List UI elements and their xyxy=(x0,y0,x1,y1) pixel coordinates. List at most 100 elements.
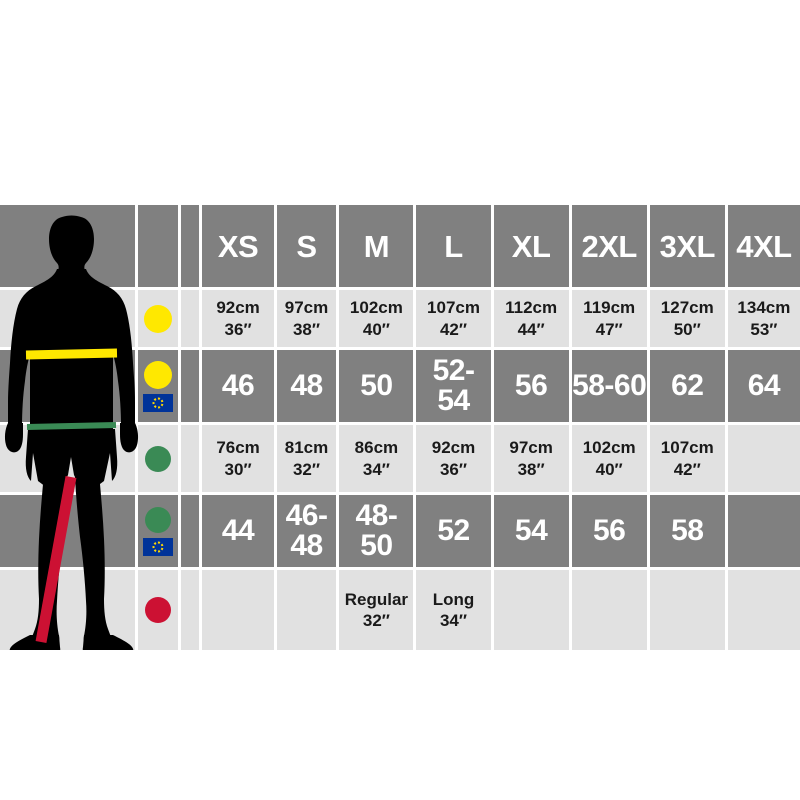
cell-value: Regular xyxy=(344,589,409,609)
cell-value: 52 xyxy=(437,514,470,547)
cell-value: 46-48 xyxy=(285,499,328,562)
cell-value: 86cm xyxy=(354,438,399,458)
column-header-4xl: 4XL xyxy=(727,205,800,287)
spacer-cell xyxy=(181,350,203,422)
column-header-label: 4XL xyxy=(736,228,792,264)
figure-column-cell xyxy=(0,350,138,422)
cell-value-inches: 50″ xyxy=(673,319,701,339)
table-cell: 52-54 xyxy=(416,350,494,422)
table-header-row: XS S M L XL 2XL 3XL 4XL xyxy=(0,205,800,287)
chest-eu-marker-cell xyxy=(137,350,182,422)
cell-value-inches: 38″ xyxy=(517,459,545,479)
cell-value-inches: 47″ xyxy=(595,319,623,339)
cell-value-inches: 34″ xyxy=(439,611,468,630)
yellow-dot-icon xyxy=(143,360,172,389)
spacer-cell xyxy=(181,495,203,567)
cell-value: 107cm xyxy=(427,298,480,318)
column-header-label: 3XL xyxy=(659,228,716,264)
table-row: 44 46-48 48-50 52 54 56 58 xyxy=(0,495,800,567)
cell-value: 119cm xyxy=(583,298,636,318)
table-row: 46 48 50 52-54 56 58-60 62 64 xyxy=(0,350,800,422)
column-header-m: M xyxy=(339,205,417,287)
column-header-label: S xyxy=(296,228,317,264)
table-cell: 48-50 xyxy=(339,495,417,567)
cell-value: 76cm xyxy=(216,438,260,458)
cell-value: 44 xyxy=(221,514,255,547)
column-header-label: M xyxy=(363,228,390,264)
table-row: Regular 32″ Long 34″ xyxy=(0,570,800,650)
cell-value: 112cm xyxy=(505,298,558,318)
table-cell: 97cm 38″ xyxy=(276,290,340,347)
cell-value: 64 xyxy=(747,369,781,402)
cell-value: 52-54 xyxy=(432,354,475,417)
table-cell xyxy=(202,570,277,650)
table-cell: 112cm 44″ xyxy=(493,290,572,347)
table-cell xyxy=(727,570,800,650)
table-cell: 119cm 47″ xyxy=(571,290,650,347)
column-header-label: L xyxy=(444,228,463,264)
red-dot-icon xyxy=(144,597,171,623)
chest-marker-cell xyxy=(137,290,182,347)
table-cell: 52 xyxy=(416,495,494,567)
cell-value-inches: 40″ xyxy=(362,319,390,339)
spacer-cell xyxy=(181,570,203,650)
cell-value: 92cm xyxy=(431,438,476,458)
cell-value-inches: 32″ xyxy=(362,611,390,630)
spacer-cell xyxy=(181,425,203,492)
table-cell: 92cm 36″ xyxy=(416,425,494,492)
spacer-cell xyxy=(181,290,203,347)
figure-column-cell xyxy=(0,290,138,347)
table-cell: 44 xyxy=(202,495,277,567)
cell-value: 58-60 xyxy=(572,369,647,402)
leg-marker-cell xyxy=(137,570,182,650)
waist-eu-marker-cell xyxy=(137,495,182,567)
cell-value-inches: 32″ xyxy=(292,459,321,479)
cell-value-inches: 36″ xyxy=(439,459,468,479)
cell-value: 102cm xyxy=(582,438,636,458)
yellow-dot-icon xyxy=(143,304,172,333)
cell-value: 102cm xyxy=(349,298,403,318)
figure-column-header xyxy=(0,205,138,287)
eu-flag-icon xyxy=(142,393,173,412)
cell-value: 48 xyxy=(290,369,323,402)
waist-marker-cell xyxy=(137,425,182,492)
cell-value-inches: 36″ xyxy=(224,319,252,339)
cell-value: 50 xyxy=(360,369,393,402)
table-cell: 102cm 40″ xyxy=(571,425,650,492)
cell-value-inches: 40″ xyxy=(595,459,623,479)
table-cell xyxy=(276,570,340,650)
size-chart-table: XS S M L XL 2XL 3XL 4XL 92cm 36″ 97cm 38″ … xyxy=(0,205,800,650)
column-header-l: L xyxy=(416,205,494,287)
cell-value-inches: 42″ xyxy=(439,319,468,339)
table-cell xyxy=(727,425,800,492)
column-header-label: 2XL xyxy=(581,228,638,264)
table-cell: 127cm 50″ xyxy=(649,290,728,347)
table-cell: 86cm 34″ xyxy=(339,425,417,492)
cell-value-inches: 53″ xyxy=(750,319,778,339)
cell-value-inches: 30″ xyxy=(224,459,252,479)
column-header-3xl: 3XL xyxy=(649,205,728,287)
table-cell: 81cm 32″ xyxy=(276,425,340,492)
cell-value: 56 xyxy=(514,369,548,402)
cell-value: 58 xyxy=(671,514,704,547)
cell-value: 48-50 xyxy=(355,499,398,562)
table-cell: 92cm 36″ xyxy=(202,290,277,347)
green-dot-icon xyxy=(144,445,171,472)
table-cell: Regular 32″ xyxy=(339,570,417,650)
table-cell: 64 xyxy=(727,350,800,422)
cell-value: 92cm xyxy=(216,298,260,318)
table-cell: 48 xyxy=(276,350,340,422)
table-cell: 58-60 xyxy=(571,350,650,422)
table-cell: 54 xyxy=(493,495,572,567)
cell-value: 134cm xyxy=(737,298,791,318)
table-cell: 56 xyxy=(493,350,572,422)
table-cell xyxy=(727,495,800,567)
table-cell: 58 xyxy=(649,495,728,567)
table-cell: 76cm 30″ xyxy=(202,425,277,492)
table-cell: 102cm 40″ xyxy=(339,290,417,347)
table-cell: 107cm 42″ xyxy=(649,425,728,492)
cell-value: 54 xyxy=(514,514,548,547)
cell-value: 127cm xyxy=(660,298,714,318)
table-cell: 46-48 xyxy=(276,495,340,567)
